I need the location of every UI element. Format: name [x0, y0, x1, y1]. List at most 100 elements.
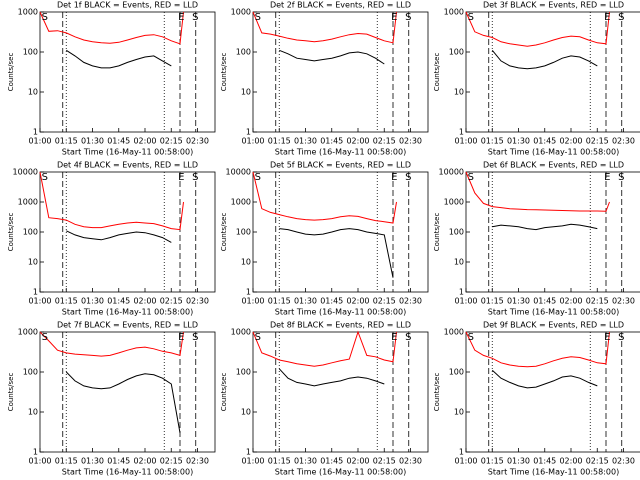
x-tick-label: 02:00 — [133, 457, 156, 466]
series-line — [39, 171, 184, 231]
annotation: E — [391, 332, 397, 343]
x-tick-label: 01:00 — [454, 457, 477, 466]
y-tick-label: 10 — [454, 88, 464, 97]
annotation: S — [192, 12, 198, 23]
x-tick-label: 01:30 — [507, 137, 530, 146]
y-axis-label: Counts/sec — [220, 373, 228, 412]
series-line — [465, 331, 610, 368]
series-line — [278, 368, 385, 387]
x-tick-label: 01:30 — [81, 297, 104, 306]
series-line — [252, 171, 397, 224]
panel: Det 4f BLACK = Events, RED = LLD Start Ti… — [7, 161, 216, 317]
x-tick-label: 02:00 — [133, 137, 156, 146]
x-tick-label: 02:15 — [586, 137, 609, 146]
y-tick-label: 1 — [246, 128, 251, 137]
x-axis-label: Start Time (16-May-11 00:58:00) — [488, 468, 619, 477]
x-tick-label: 01:15 — [481, 137, 504, 146]
x-tick-label: 02:30 — [186, 457, 209, 466]
x-tick-label: 01:00 — [28, 137, 51, 146]
series-line — [39, 11, 184, 45]
chart-title: Det 4f BLACK = Events, RED = LLD — [57, 161, 198, 170]
x-tick-label: 02:00 — [559, 457, 582, 466]
annotation: S — [618, 332, 624, 343]
series-line — [491, 369, 598, 389]
x-tick-label: 01:45 — [533, 137, 556, 146]
y-tick-label: 10000 — [439, 168, 464, 177]
x-tick-label: 01:15 — [481, 297, 504, 306]
x-tick-label: 02:30 — [612, 457, 635, 466]
chart-title: Det 5f BLACK = Events, RED = LLD — [270, 161, 411, 170]
x-tick-label: 01:15 — [55, 137, 78, 146]
chart-title: Det 6f BLACK = Events, RED = LLD — [483, 161, 624, 170]
series-line — [492, 223, 598, 231]
chart-title: Det 3f BLACK = Events, RED = LLD — [483, 1, 624, 10]
y-tick-label: 10 — [241, 258, 251, 267]
plot-frame — [465, 11, 640, 133]
x-tick-label: 02:15 — [586, 457, 609, 466]
x-tick-label: 01:30 — [81, 137, 104, 146]
y-tick-label: 100 — [236, 48, 251, 57]
annotation: S — [618, 172, 624, 183]
y-tick-label: 100 — [449, 228, 464, 237]
x-tick-label: 02:00 — [133, 297, 156, 306]
x-tick-label: 02:15 — [373, 457, 396, 466]
x-tick-label: 01:30 — [294, 297, 317, 306]
chart-title: Det 1f BLACK = Events, RED = LLD — [57, 1, 198, 10]
x-tick-label: 01:30 — [507, 457, 530, 466]
y-tick-label: 10 — [454, 408, 464, 417]
x-tick-label: 01:30 — [294, 137, 317, 146]
x-tick-label: 01:45 — [320, 457, 343, 466]
plot-frame — [39, 331, 216, 453]
x-tick-label: 01:00 — [28, 457, 51, 466]
y-tick-label: 1000 — [231, 198, 251, 207]
series-line — [65, 371, 181, 433]
chart-title: Det 7f BLACK = Events, RED = LLD — [57, 321, 198, 330]
y-tick-label: 1000 — [18, 8, 38, 17]
series-line — [66, 230, 172, 243]
panel: Det 1f BLACK = Events, RED = LLD Start Ti… — [7, 1, 216, 157]
x-tick-label: 01:00 — [454, 297, 477, 306]
x-tick-label: 01:45 — [533, 297, 556, 306]
y-tick-label: 10 — [28, 408, 38, 417]
y-tick-label: 10 — [28, 88, 38, 97]
x-tick-label: 01:15 — [55, 297, 78, 306]
x-tick-label: 01:45 — [107, 457, 130, 466]
x-tick-label: 02:00 — [559, 297, 582, 306]
annotation: E — [391, 172, 397, 183]
annotation: E — [178, 172, 184, 183]
y-axis-label: Counts/sec — [7, 53, 15, 92]
y-tick-label: 1 — [246, 448, 251, 457]
panel: Det 8f BLACK = Events, RED = LLD Start Ti… — [220, 321, 429, 477]
plot-frame — [252, 11, 429, 133]
annotation: E — [391, 12, 397, 23]
annotation: S — [468, 172, 474, 183]
y-axis-label: Counts/sec — [7, 373, 15, 412]
y-tick-label: 1000 — [444, 8, 464, 17]
x-tick-label: 02:15 — [160, 457, 183, 466]
y-axis-label: Counts/sec — [7, 213, 15, 252]
x-tick-label: 02:00 — [346, 137, 369, 146]
y-tick-label: 1000 — [444, 328, 464, 337]
annotation: S — [405, 12, 411, 23]
panel: Det 9f BLACK = Events, RED = LLD Start Ti… — [433, 321, 640, 477]
annotation: S — [255, 12, 261, 23]
x-axis-label: Start Time (16-May-11 00:58:00) — [62, 468, 193, 477]
annotation: S — [468, 12, 474, 23]
annotation: E — [604, 332, 610, 343]
x-tick-label: 01:00 — [241, 137, 264, 146]
x-tick-label: 01:45 — [107, 137, 130, 146]
x-tick-label: 01:00 — [241, 457, 264, 466]
panel: Det 3f BLACK = Events, RED = LLD Start Ti… — [433, 1, 640, 157]
y-tick-label: 100 — [23, 228, 38, 237]
y-tick-label: 1000 — [444, 198, 464, 207]
annotation: S — [255, 172, 261, 183]
y-tick-label: 10 — [241, 408, 251, 417]
y-axis-label: Counts/sec — [220, 213, 228, 252]
plot-frame — [39, 11, 216, 133]
y-tick-label: 10000 — [226, 168, 251, 177]
x-tick-label: 02:15 — [373, 297, 396, 306]
annotation: S — [405, 332, 411, 343]
series-line — [465, 171, 610, 212]
x-axis-label: Start Time (16-May-11 00:58:00) — [488, 148, 619, 157]
x-tick-label: 01:30 — [507, 297, 530, 306]
